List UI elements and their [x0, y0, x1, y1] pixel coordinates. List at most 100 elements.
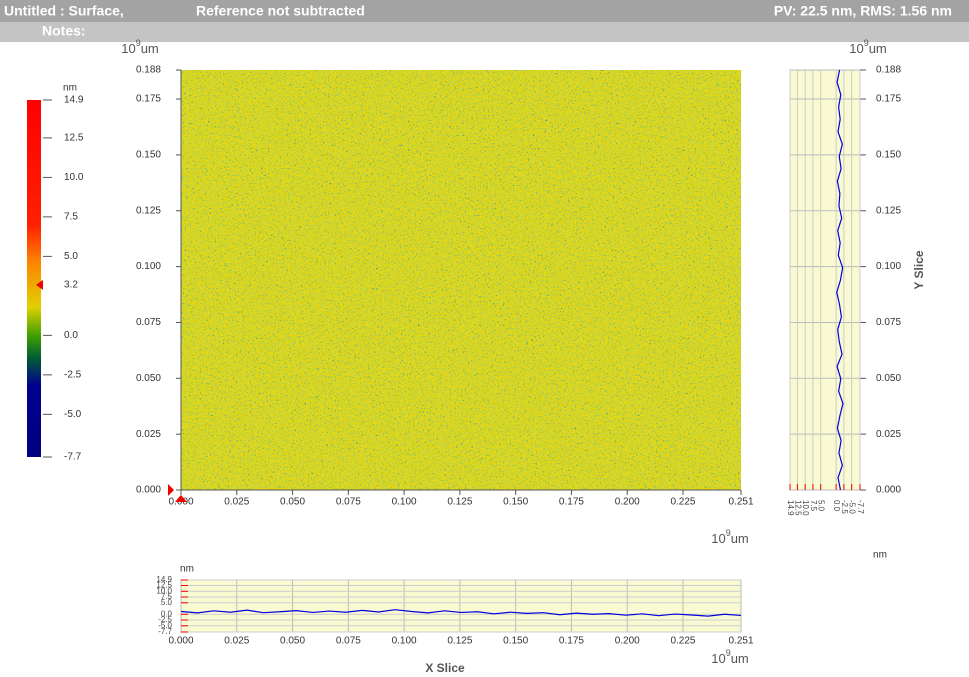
colorbar-tick-label: -2.5 — [64, 369, 82, 380]
colorbar-tick-label: 0.0 — [64, 330, 78, 341]
y-slice-tick-label: 0.125 — [876, 205, 901, 216]
y-slice-value-label: 14.9 — [786, 500, 795, 516]
y-slice-panel — [789, 69, 861, 491]
x-slice-line — [180, 609, 742, 617]
x-slice-tick-label: 0.075 — [336, 636, 361, 647]
y-tick-label: 0.188 — [136, 65, 161, 76]
x-tick-label: 0.100 — [392, 497, 417, 508]
y-slice-value-label: 12.5 — [793, 500, 802, 516]
x-tick-label: 0.150 — [503, 497, 528, 508]
x-slice-tick-label: 0.175 — [559, 636, 584, 647]
y-slice-tick-label: 0.000 — [876, 485, 901, 496]
colorbar — [27, 100, 41, 457]
y-slice-unit: nm — [873, 550, 887, 561]
x-slice-tick-label: 0.100 — [392, 636, 417, 647]
y-slice-tick-label: 0.150 — [876, 150, 901, 161]
reference: Reference not subtracted — [196, 3, 365, 19]
x-slice-tick-label: 0.125 — [447, 636, 472, 647]
y-slice-line — [836, 69, 844, 491]
unit-exponent: 9 — [726, 648, 731, 658]
y-slice-value-label: -2.5 — [840, 500, 849, 514]
unit-suffix: um — [731, 651, 749, 666]
y-tick-label: 0.100 — [136, 261, 161, 272]
colorbar-tick-label: -7.7 — [64, 452, 82, 463]
y-slice-value-label: 10.0 — [801, 500, 810, 516]
colorbar-tick-label: 10.0 — [64, 172, 84, 183]
unit-suffix: um — [869, 41, 887, 56]
unit-exponent: 9 — [726, 528, 731, 538]
x-slice-panel — [180, 579, 742, 633]
unit-exponent: 9 — [864, 38, 869, 48]
x-slice-tick-label: 0.000 — [168, 636, 193, 647]
x-tick-label: 0.025 — [224, 497, 249, 508]
x-tick-label: 0.251 — [728, 497, 753, 508]
x-slice-unit: nm — [180, 564, 194, 575]
origin-marker — [175, 495, 187, 502]
x-slice-tick-label: 0.050 — [280, 636, 305, 647]
x-slice-value-label: -2.5 — [158, 615, 172, 624]
unit-label: 109um — [711, 528, 749, 546]
x-tick-label: 0.000 — [168, 497, 193, 508]
notes-bar — [0, 22, 969, 42]
x-slice-tick-label: 0.200 — [615, 636, 640, 647]
unit-base: 10 — [711, 651, 725, 666]
stats: PV: 22.5 nm, RMS: 1.56 nm — [774, 3, 952, 19]
unit-suffix: um — [731, 531, 749, 546]
y-slice-tick-label: 0.025 — [876, 429, 901, 440]
y-slice-value-label: -7.7 — [856, 500, 865, 514]
y-tick-label: 0.050 — [136, 373, 161, 384]
x-slice-tick-label: 0.225 — [670, 636, 695, 647]
title: Untitled : Surface, — [4, 3, 124, 19]
x-slice-value-label: 14.9 — [156, 575, 172, 584]
notes: Notes: — [42, 23, 86, 39]
x-slice-value-label: 10.0 — [156, 586, 172, 595]
x-slice-value-label: -7.7 — [158, 627, 172, 636]
x-tick-label: 0.200 — [615, 497, 640, 508]
x-tick-label: 0.125 — [447, 497, 472, 508]
y-slice-tick-label: 0.175 — [876, 94, 901, 105]
x-slice-value-label: 5.0 — [161, 598, 173, 607]
x-tick-label: 0.050 — [280, 497, 305, 508]
y-tick-label: 0.150 — [136, 150, 161, 161]
unit-base: 10 — [711, 531, 725, 546]
x-slice-value-label: 12.5 — [156, 581, 172, 590]
x-slice-tick-label: 0.251 — [728, 636, 753, 647]
y-slice-value-label: 5.0 — [817, 500, 826, 512]
x-tick-label: 0.175 — [559, 497, 584, 508]
colorbar-unit: nm — [63, 83, 77, 94]
unit-label: 109um — [121, 38, 159, 56]
colorbar-marker — [36, 279, 43, 290]
colorbar-tick-label: 14.9 — [64, 95, 84, 106]
y-tick-label: 0.025 — [136, 429, 161, 440]
unit-base: 10 — [121, 41, 135, 56]
origin-marker — [168, 484, 174, 496]
y-tick-label: 0.175 — [136, 94, 161, 105]
x-slice-value-label: -5.0 — [158, 621, 172, 630]
unit-label: 109um — [849, 38, 887, 56]
x-tick-label: 0.225 — [670, 497, 695, 508]
x-slice-title: X Slice — [425, 661, 465, 675]
y-tick-label: 0.000 — [136, 485, 161, 496]
y-slice-value-label: 0.0 — [832, 500, 841, 512]
colorbar-marker-label: 3.2 — [64, 279, 78, 290]
colorbar-tick-label: 7.5 — [64, 212, 78, 223]
x-slice-value-label: 7.5 — [161, 592, 173, 601]
x-slice-tick-label: 0.025 — [224, 636, 249, 647]
x-tick-label: 0.075 — [336, 497, 361, 508]
unit-base: 10 — [849, 41, 863, 56]
y-slice-value-label: -5.0 — [848, 500, 857, 514]
y-slice-tick-label: 0.075 — [876, 317, 901, 328]
y-slice-tick-label: 0.050 — [876, 373, 901, 384]
y-slice-tick-label: 0.188 — [876, 65, 901, 76]
header-bar — [0, 0, 969, 22]
y-slice-tick-label: 0.100 — [876, 261, 901, 272]
colorbar-tick-label: 12.5 — [64, 133, 84, 144]
x-slice-tick-label: 0.150 — [503, 636, 528, 647]
colorbar-tick-label: -5.0 — [64, 409, 82, 420]
y-slice-value-label: 7.5 — [809, 500, 818, 512]
unit-suffix: um — [141, 41, 159, 56]
colorbar-tick-label: 5.0 — [64, 251, 78, 262]
unit-exponent: 9 — [136, 38, 141, 48]
x-slice-value-label: 0.0 — [161, 609, 173, 618]
